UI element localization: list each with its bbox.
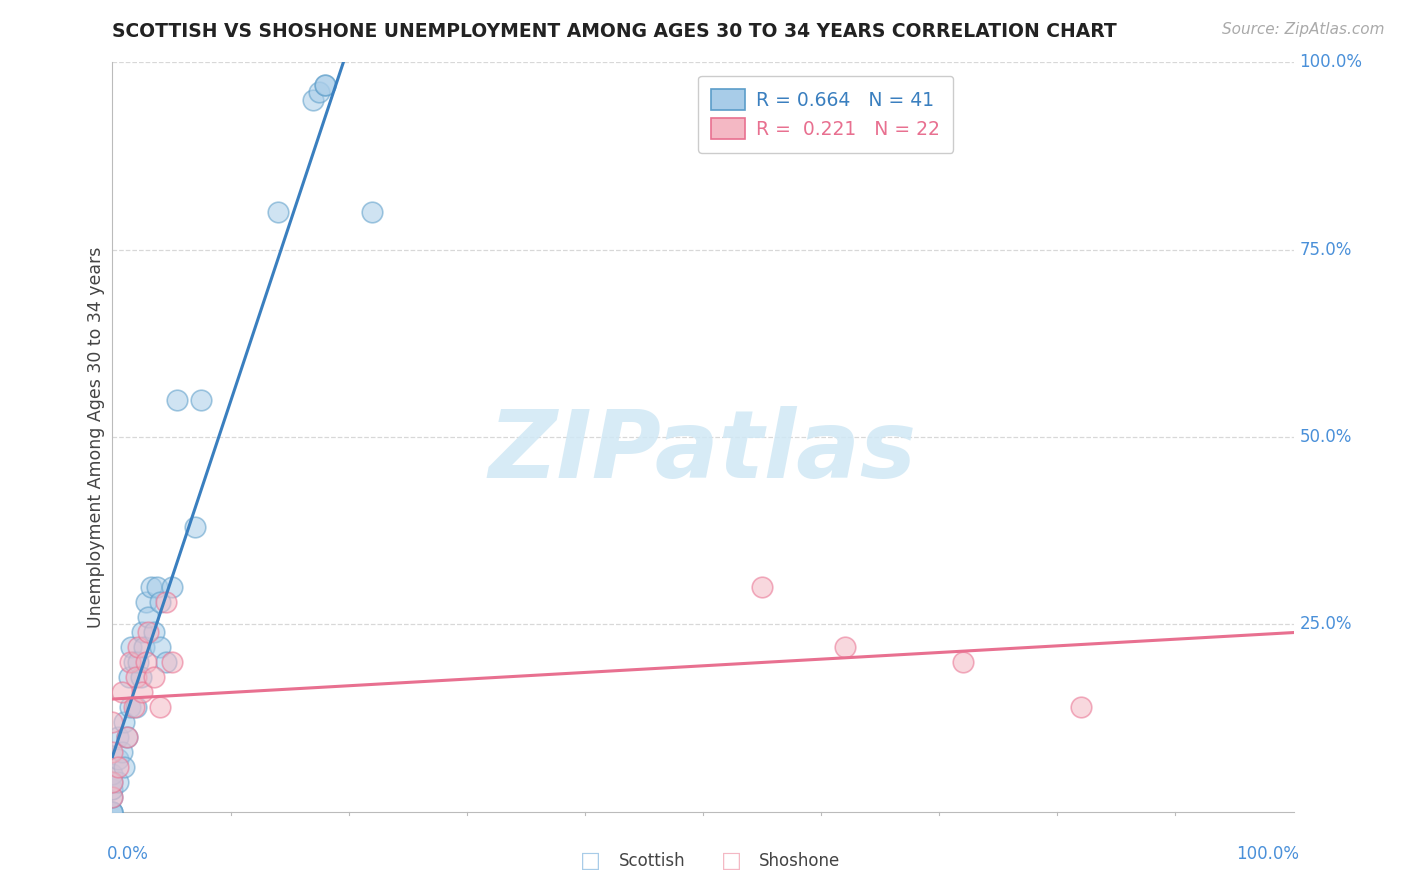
- Point: [101, 782, 124, 797]
- Point: [1070, 699, 1092, 714]
- Point: [129, 670, 152, 684]
- Point: [122, 699, 145, 714]
- Point: [112, 714, 135, 729]
- Text: SCOTTISH VS SHOSHONE UNEMPLOYMENT AMONG AGES 30 TO 34 YEARS CORRELATION CHART: SCOTTISH VS SHOSHONE UNEMPLOYMENT AMONG …: [112, 22, 1118, 41]
- Point: [134, 640, 156, 654]
- Point: [125, 699, 148, 714]
- Point: [101, 805, 124, 819]
- Point: [155, 595, 177, 609]
- Point: [127, 655, 149, 669]
- Y-axis label: Unemployment Among Ages 30 to 34 years: Unemployment Among Ages 30 to 34 years: [87, 246, 105, 628]
- Point: [160, 655, 183, 669]
- Point: [136, 610, 159, 624]
- Text: 50.0%: 50.0%: [1299, 428, 1351, 446]
- Point: [952, 655, 974, 669]
- Text: 100.0%: 100.0%: [1236, 846, 1299, 863]
- Point: [142, 670, 165, 684]
- Point: [141, 580, 163, 594]
- Point: [142, 624, 165, 639]
- Point: [101, 774, 124, 789]
- Point: [101, 767, 124, 781]
- Point: [101, 714, 124, 729]
- Point: [107, 730, 129, 744]
- Point: [267, 205, 290, 219]
- Point: [834, 640, 856, 654]
- Point: [314, 78, 336, 92]
- Point: [112, 760, 135, 774]
- Text: Source: ZipAtlas.com: Source: ZipAtlas.com: [1222, 22, 1385, 37]
- Point: [118, 670, 141, 684]
- Point: [135, 595, 157, 609]
- Point: [101, 805, 124, 819]
- Point: [120, 640, 142, 654]
- Point: [101, 805, 124, 819]
- Point: [101, 774, 124, 789]
- Point: [122, 655, 145, 669]
- Point: [136, 624, 159, 639]
- Point: [302, 93, 325, 107]
- Text: Shoshone: Shoshone: [759, 852, 841, 870]
- Text: □: □: [721, 851, 741, 871]
- Point: [146, 580, 169, 594]
- Point: [127, 640, 149, 654]
- Point: [107, 774, 129, 789]
- Point: [166, 392, 188, 407]
- Text: Scottish: Scottish: [619, 852, 685, 870]
- Point: [751, 580, 773, 594]
- Point: [107, 752, 129, 766]
- Point: [361, 205, 384, 219]
- Point: [120, 699, 142, 714]
- Legend: R = 0.664   N = 41, R =  0.221   N = 22: R = 0.664 N = 41, R = 0.221 N = 22: [699, 76, 953, 153]
- Point: [125, 670, 148, 684]
- Point: [160, 580, 183, 594]
- Point: [101, 745, 124, 759]
- Text: 75.0%: 75.0%: [1299, 241, 1351, 259]
- Point: [314, 78, 336, 92]
- Point: [111, 685, 134, 699]
- Point: [101, 789, 124, 804]
- Point: [107, 760, 129, 774]
- Point: [120, 655, 142, 669]
- Text: 100.0%: 100.0%: [1299, 54, 1362, 71]
- Text: 25.0%: 25.0%: [1299, 615, 1353, 633]
- Text: 0.0%: 0.0%: [107, 846, 149, 863]
- Point: [101, 789, 124, 804]
- Point: [111, 745, 134, 759]
- Point: [149, 640, 172, 654]
- Point: [149, 699, 172, 714]
- Point: [131, 685, 153, 699]
- Point: [149, 595, 172, 609]
- Text: ZIPatlas: ZIPatlas: [489, 406, 917, 498]
- Point: [308, 86, 330, 100]
- Point: [184, 520, 207, 534]
- Text: □: □: [581, 851, 600, 871]
- Point: [131, 624, 153, 639]
- Point: [115, 730, 138, 744]
- Point: [135, 655, 157, 669]
- Point: [155, 655, 177, 669]
- Point: [190, 392, 212, 407]
- Point: [115, 730, 138, 744]
